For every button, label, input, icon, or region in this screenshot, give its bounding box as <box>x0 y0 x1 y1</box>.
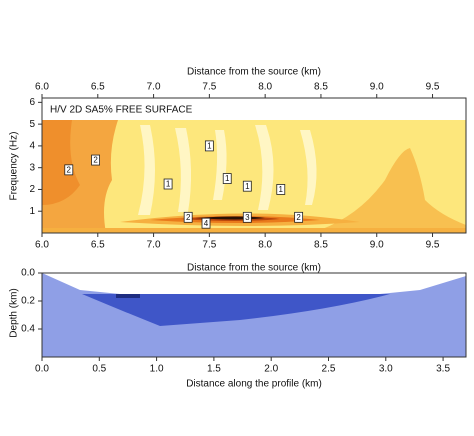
x-axis-title: Distance along the profile (km) <box>186 379 322 390</box>
x-tick-label-top: 9.5 <box>426 82 440 93</box>
contour-label: 1 <box>245 182 250 191</box>
y-tick-label: 1 <box>29 206 35 217</box>
x-tick-label-top: 6.5 <box>91 82 105 93</box>
x-tick-label-top: 7.5 <box>202 82 216 93</box>
contour-label-box <box>91 154 100 166</box>
x-tick-label: 8.5 <box>314 240 328 251</box>
contour-label: 1 <box>279 185 284 194</box>
x-tick-label: 7.5 <box>202 240 216 251</box>
contour-label: 1 <box>225 174 230 183</box>
x-tick-label: 9.5 <box>426 240 440 251</box>
x-axis-title: Distance from the source (km) <box>187 263 321 274</box>
x-tick-label-top: 8.0 <box>258 82 272 93</box>
plot-frame <box>41 97 467 234</box>
x-tick-label: 2.5 <box>322 364 336 375</box>
contour-label-box <box>276 184 286 195</box>
y-axis-title: Depth (km) <box>9 288 20 337</box>
contour-label: 3 <box>245 213 250 222</box>
contour-label-box <box>242 180 252 192</box>
contour-label: 2 <box>186 213 191 222</box>
x-tick-label: 3.0 <box>379 364 393 375</box>
panel-title: H/V 2D SA5% FREE SURFACE <box>50 105 193 116</box>
contour-label-box <box>242 211 252 223</box>
x-tick-label: 9.0 <box>370 240 384 251</box>
x-tick-label: 6.0 <box>35 240 49 251</box>
x-tick-label-top: 6.0 <box>35 82 49 93</box>
x-tick-label: 1.5 <box>207 364 221 375</box>
contour-label-box <box>64 164 74 176</box>
y-tick-label: 5 <box>29 119 35 130</box>
contour-label: 2 <box>296 213 301 222</box>
y-tick-label: 2 <box>29 184 35 195</box>
contour-label-box <box>204 140 214 152</box>
contour-label: 1 <box>207 142 212 151</box>
x-tick-label: 8.0 <box>258 240 272 251</box>
contour-label-box <box>222 173 232 184</box>
x-tick-label-top: 8.5 <box>314 82 328 93</box>
x-tick-label: 7.0 <box>147 240 161 251</box>
x-tick-label: 6.5 <box>91 240 105 251</box>
x-tick-label: 0.5 <box>92 364 106 375</box>
contour-label-box <box>201 217 211 229</box>
contour-label: 4 <box>204 219 209 228</box>
basin-model <box>42 273 466 357</box>
x-axis-title-top: Distance from the source (km) <box>187 67 321 78</box>
contour-field <box>42 120 466 233</box>
plot-frame <box>41 272 467 358</box>
y-axis-title: Frequency (Hz) <box>9 132 20 201</box>
y-tick-label: 4 <box>29 141 35 152</box>
x-tick-label: 2.0 <box>264 364 278 375</box>
x-tick-label: 0.0 <box>35 364 49 375</box>
x-tick-label-top: 9.0 <box>370 82 384 93</box>
y-tick-label: 0.2 <box>21 296 35 307</box>
contour-label: 1 <box>166 180 171 189</box>
y-tick-label: 0.4 <box>21 324 35 335</box>
contour-label: 2 <box>93 156 98 165</box>
contour-label-box <box>294 211 304 223</box>
contour-label-box <box>163 178 173 190</box>
y-tick-label: 0.0 <box>21 268 35 279</box>
x-tick-label-top: 7.0 <box>147 82 161 93</box>
y-tick-label: 6 <box>29 97 35 108</box>
x-tick-label: 1.0 <box>150 364 164 375</box>
x-tick-label: 3.5 <box>436 364 450 375</box>
y-tick-label: 3 <box>29 162 35 173</box>
contour-label-box <box>183 211 193 223</box>
contour-label: 2 <box>67 165 72 174</box>
